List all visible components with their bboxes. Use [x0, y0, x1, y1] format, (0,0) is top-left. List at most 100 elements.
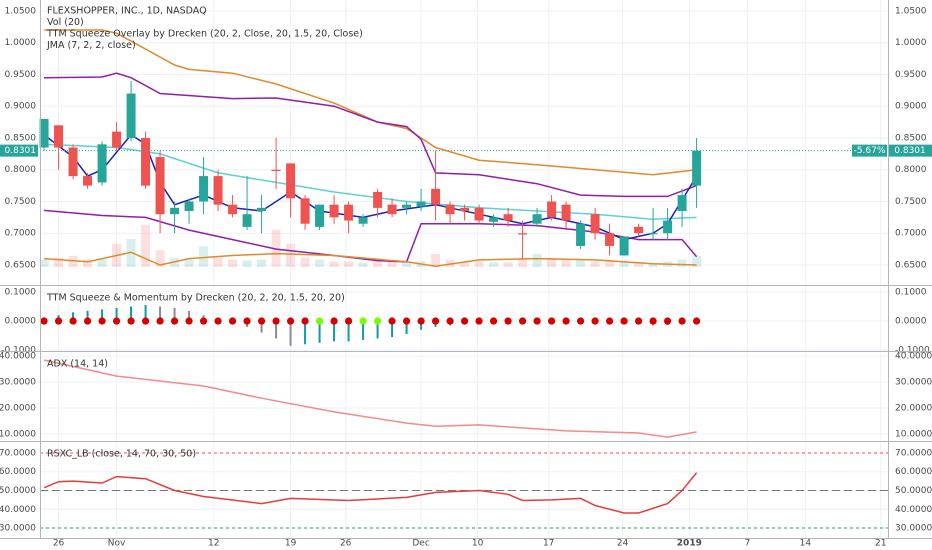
candle-body: [184, 201, 194, 212]
squeeze-dot: [576, 317, 585, 325]
y-tick-label: 0.8000: [895, 165, 927, 175]
volume-bar: [402, 262, 412, 267]
indicator-line: [43, 472, 698, 514]
squeeze-dot: [344, 317, 353, 325]
price-box-left: [0, 144, 38, 157]
y-tick-label: 40.0000: [895, 352, 932, 362]
squeeze-dot: [286, 317, 295, 325]
squeeze-dot: [243, 317, 251, 325]
squeeze-dot: [562, 317, 570, 325]
volume-bar: [373, 259, 383, 267]
candle-body: [315, 204, 325, 227]
squeeze-dot: [185, 317, 193, 325]
volume-bar: [547, 257, 557, 267]
y-tick-label-left: 20.0000: [0, 404, 36, 414]
squeeze-dot: [141, 317, 150, 325]
squeeze-dot: [98, 317, 106, 325]
candle-body: [576, 223, 586, 246]
volume-bar: [503, 262, 513, 267]
squeeze-dot: [54, 317, 63, 325]
y-tick-label: 0.0000: [895, 317, 927, 327]
y-tick-label: 0.9500: [895, 70, 927, 80]
volume-bar: [286, 243, 296, 267]
y-tick-label-left: 1.0000: [5, 38, 37, 48]
candle-body: [329, 204, 339, 218]
legend-label: TTM Squeeze & Momentum by Drecken (20, 2…: [46, 293, 345, 304]
candle-body: [112, 131, 122, 148]
x-tick-label: 10: [472, 539, 484, 549]
squeeze-dot: [330, 317, 338, 325]
y-tick-label-left: 60.0000: [0, 467, 36, 477]
squeeze-dot: [301, 317, 309, 325]
squeeze-dot: [605, 317, 614, 325]
candle-body: [503, 214, 513, 221]
volume-bar: [213, 257, 223, 267]
squeeze-dot: [620, 317, 628, 325]
candle-body: [605, 233, 615, 246]
candle-body: [532, 214, 542, 224]
y-tick-label: 60.0000: [895, 467, 932, 477]
x-tick-label: 19: [285, 539, 297, 549]
y-tick-label: 40.0000: [895, 505, 932, 515]
y-tick-label: 0.9000: [895, 102, 927, 112]
volume-bar: [677, 259, 687, 267]
y-tick-label: 0.7500: [895, 197, 927, 207]
y-tick-label: 0.6500: [895, 260, 927, 270]
y-tick-label-left: 0.8000: [5, 165, 37, 175]
candle-body: [257, 207, 267, 212]
x-tick-label: Nov: [108, 539, 126, 549]
panel: 0.1000 0.1000 0.0000 0.0000 -0.1000 -0.1000 TT…: [0, 287, 932, 356]
y-tick-label: 20.0000: [895, 404, 932, 414]
volume-bar: [605, 261, 615, 267]
panel: 70.0000 70.0000 60.0000 60.0000 50.0000 50.00…: [0, 443, 932, 549]
volume-bar: [329, 261, 339, 267]
legend-label: JMA (7, 2, 2, close): [46, 40, 136, 51]
squeeze-dot: [663, 317, 672, 325]
y-tick-label: 1.0000: [895, 38, 927, 48]
squeeze-dot: [214, 317, 222, 325]
volume-bar: [141, 225, 151, 267]
candle-body: [619, 236, 629, 256]
legend-label: ADX (14, 14): [47, 359, 108, 370]
change-label: -5.67%: [854, 146, 886, 156]
candle-body: [286, 163, 296, 199]
y-tick-label: 0.7000: [895, 229, 927, 239]
volume-bar: [648, 263, 658, 267]
candle-body: [97, 144, 107, 183]
y-tick-label-left: 0.9000: [5, 102, 37, 112]
candle-body: [677, 195, 687, 212]
squeeze-dot: [127, 317, 135, 325]
squeeze-dot: [40, 317, 48, 325]
candle-body: [692, 150, 702, 186]
volume-bar: [561, 259, 571, 267]
volume-bar: [692, 255, 702, 267]
squeeze-dot: [199, 317, 208, 325]
candle-body: [474, 207, 484, 221]
squeeze-dot: [678, 317, 686, 325]
candle-body: [648, 233, 658, 235]
candle-body: [387, 204, 397, 215]
squeeze-dot: [69, 317, 77, 325]
x-tick-label: 26: [53, 539, 65, 549]
squeeze-dot: [634, 317, 643, 325]
volume-bar: [242, 260, 252, 267]
y-tick-label: 1.0500: [895, 6, 927, 16]
volume-bar: [184, 259, 194, 267]
x-tick-label: 12: [208, 539, 219, 549]
squeeze-dot: [402, 317, 411, 325]
last-price-label-left: 0.8301: [5, 146, 37, 156]
price-box: [888, 144, 932, 157]
x-tick-label: 2019: [677, 539, 702, 549]
y-tick-label-left: 0.0000: [5, 317, 37, 327]
squeeze-dot: [315, 317, 324, 325]
y-tick-label-left: 70.0000: [0, 448, 36, 458]
volume-bar: [532, 253, 542, 267]
candle-body: [634, 226, 644, 234]
candle-body: [271, 169, 281, 172]
squeeze-dot: [228, 317, 237, 325]
candle-body: [402, 204, 412, 208]
indicator-line: [44, 29, 697, 176]
candle-body: [242, 214, 252, 227]
candle-body: [431, 188, 441, 205]
